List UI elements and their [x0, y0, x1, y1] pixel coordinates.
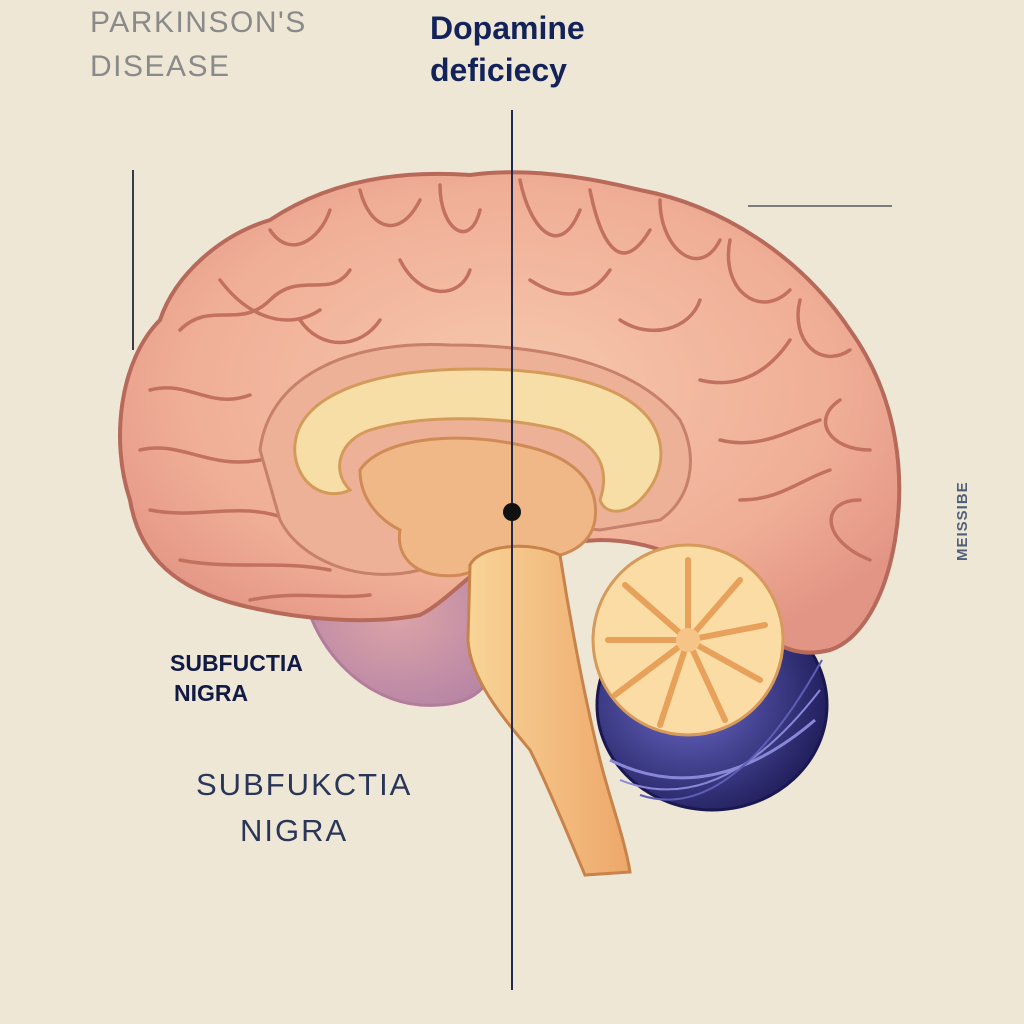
side-vertical-text: MEISSIBE: [954, 481, 971, 561]
substantia-nigra-label-large: SUBFUKCTIA NIGRA: [196, 762, 412, 854]
title-line-2: DISEASE: [90, 50, 231, 83]
substantia-small-line-2: NIGRA: [174, 680, 249, 706]
gyri-folds: [138, 178, 872, 602]
heading-line-1: Dopamine: [430, 10, 585, 46]
title-line-1: PARKINSON'S: [90, 6, 307, 39]
substantia-large-line-1: SUBFUKCTIA: [196, 767, 413, 802]
heading-line-2: deficiecy: [430, 52, 567, 88]
corpus-callosum: [293, 367, 663, 513]
brainstem: [466, 544, 632, 877]
substantia-small-line-1: SUBFUCTIA: [170, 650, 303, 676]
arbor-vitae: [591, 543, 785, 737]
thalamus: [358, 436, 598, 578]
substantia-nigra-label-small: SUBFUCTIA NIGRA: [170, 648, 303, 708]
substantia-nigra-marker: [503, 503, 521, 521]
substantia-large-line-2: NIGRA: [240, 813, 349, 848]
